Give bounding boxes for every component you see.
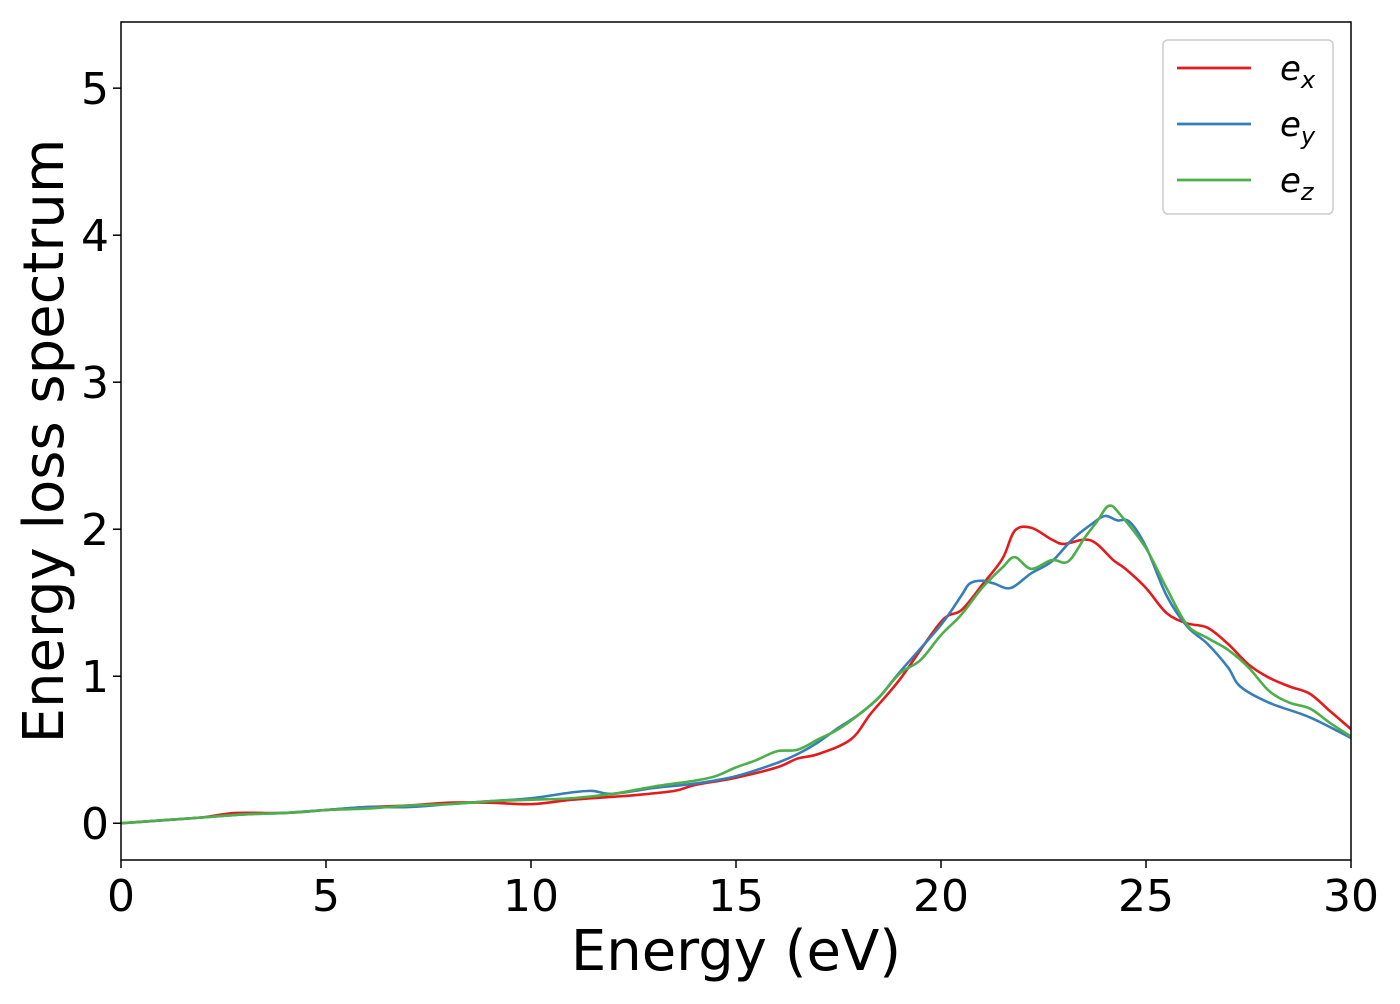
legend-label: ez [1280,161,1315,206]
y-tick-label: 1 [81,652,109,703]
x-tick-label: 20 [913,871,969,922]
x-axis-label: Energy (eV) [571,919,901,984]
y-tick-label: 5 [81,64,109,115]
x-tick-label: 30 [1323,871,1379,922]
x-tick-label: 15 [708,871,764,922]
y-tick-label: 0 [81,799,109,850]
plot-area [121,504,1351,825]
x-tick-label: 10 [503,871,559,922]
legend-label: ex [1280,49,1316,94]
x-tick-label: 25 [1118,871,1174,922]
legend-label-subscript: z [1300,178,1315,206]
legend-label: ey [1280,105,1316,150]
y-axis-ticks: 0 1 2 3 4 5 [81,64,121,850]
legend-box [1162,39,1334,215]
legend-label-base: e [1280,161,1301,201]
x-axis-ticks: 0 5 10 15 20 25 30 [107,860,1379,922]
legend-item-x: ex [1177,49,1316,94]
x-tick-label: 0 [107,871,135,922]
legend-item-y: ey [1177,105,1316,150]
legend-item-z: ez [1177,161,1315,206]
series-line-y [121,514,1351,825]
y-axis-label: Energy loss spectrum [12,139,77,744]
y-tick-label: 2 [81,505,109,556]
series-line-z [121,504,1351,825]
legend-label-subscript: x [1300,66,1316,94]
series-line-x [121,525,1351,825]
legend-label-base: e [1280,49,1301,89]
legend-label-subscript: y [1300,122,1316,150]
y-tick-label: 3 [81,358,109,409]
x-tick-label: 5 [312,871,340,922]
y-tick-label: 4 [81,211,109,262]
legend-label-base: e [1280,105,1301,145]
